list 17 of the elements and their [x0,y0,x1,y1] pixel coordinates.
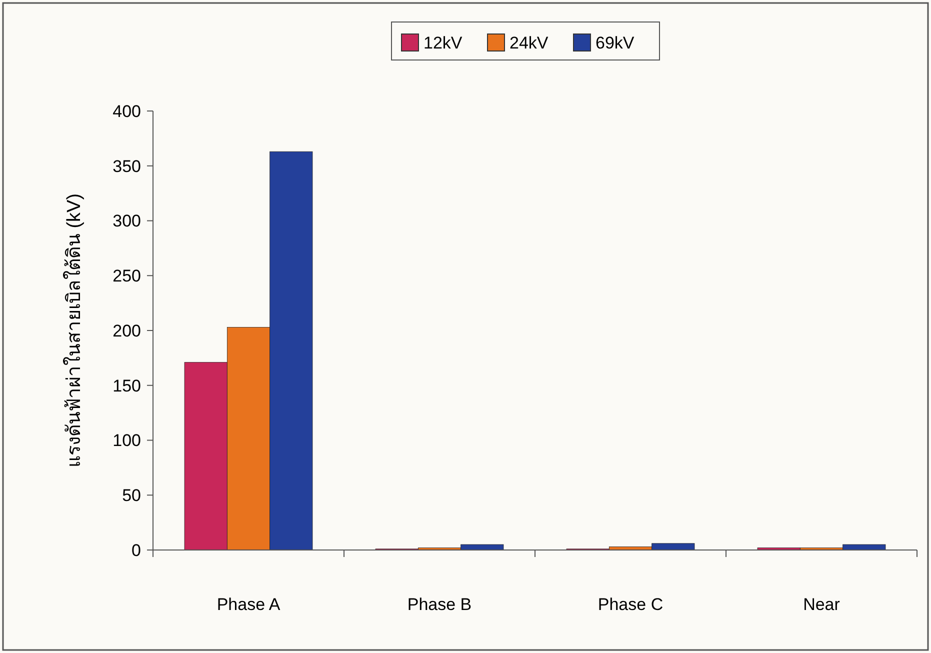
y-tick-label: 150 [112,376,141,396]
x-tick-label: Phase C [598,595,664,614]
legend-label: 24kV [510,33,549,52]
y-tick-label: 0 [132,540,141,560]
y-axis-title: แรงดันฟ้าผ่าในสายเบิลใต้ดิน (kV) [63,193,85,468]
x-tick-label: Phase A [216,595,281,614]
y-tick-label: 100 [112,431,141,450]
x-tick-label: Phase B [407,595,472,614]
y-tick-label: 400 [112,102,141,121]
y-tick-label: 50 [122,486,141,506]
y-tick-label: 200 [112,321,141,340]
y-tick-label: 250 [112,266,141,286]
y-tick-label: 300 [112,212,141,231]
legend-label: 69kV [596,33,635,52]
x-tick-label: Near [803,595,840,614]
y-tick-label: 350 [112,156,141,176]
legend-label: 12kV [424,33,463,52]
